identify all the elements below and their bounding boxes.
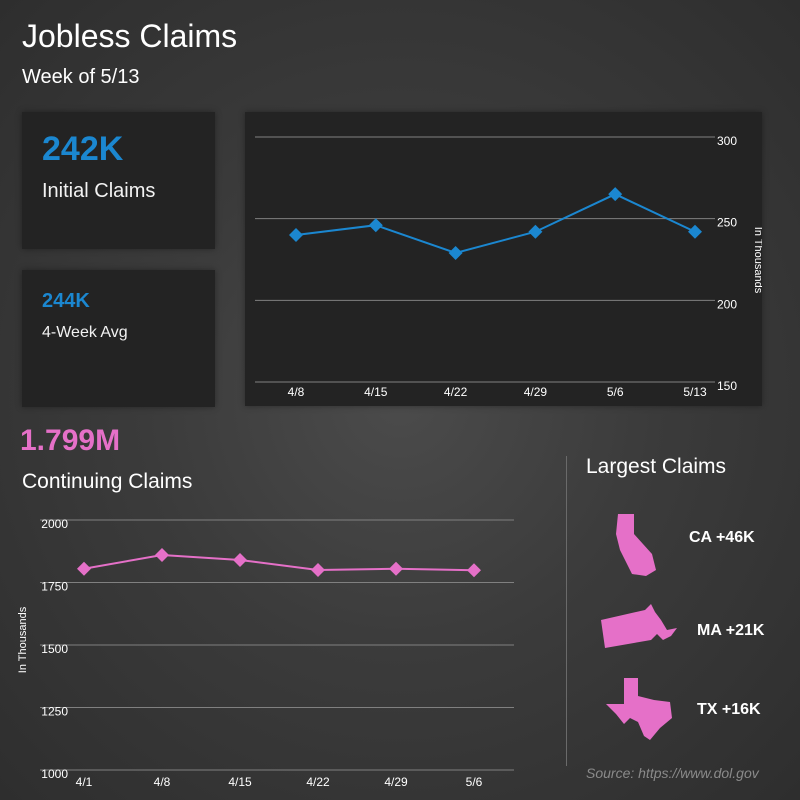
continuing-claims-label: Continuing Claims	[22, 470, 193, 493]
x-tick-label: 4/15	[364, 385, 388, 399]
source-text: Source: https://www.dol.gov	[586, 765, 759, 781]
data-point	[311, 563, 325, 577]
x-tick-label: 4/22	[306, 775, 330, 789]
x-tick-label: 5/6	[607, 385, 624, 399]
initial-claims-value: 242K	[42, 130, 124, 168]
y-tick-label: 300	[717, 134, 737, 148]
x-tick-label: 4/29	[384, 775, 408, 789]
state-label-tx: TX +16K	[697, 701, 761, 718]
data-point	[233, 553, 247, 567]
y-tick-label: 200	[717, 297, 737, 311]
y-tick-label: 1000	[41, 767, 68, 781]
y-tick-label: 2000	[41, 517, 68, 531]
y-tick-label: 1500	[41, 642, 68, 656]
four-week-avg-value: 244K	[42, 290, 90, 312]
state-label-ca: CA +46K	[689, 529, 755, 546]
data-point	[155, 548, 169, 562]
x-tick-label: 4/8	[288, 385, 305, 399]
data-point	[528, 224, 543, 239]
data-point	[289, 228, 303, 242]
massachusetts-icon	[601, 604, 677, 648]
series-line	[83, 553, 475, 572]
page-title: Jobless Claims	[22, 18, 238, 54]
initial-claims-chart: 150 200 250 300 4/8 4/15 4/22 4/29 5/6 5/13 In Tho…	[255, 134, 762, 399]
x-tick-label: 5/6	[466, 775, 483, 789]
y-axis-label: In Thousands	[752, 227, 762, 294]
y-tick-label: 250	[717, 216, 737, 230]
four-week-avg-card: 244K 4-Week Avg	[22, 270, 215, 407]
y-tick-label: 1750	[41, 580, 68, 594]
data-point	[77, 561, 91, 576]
initial-claims-card: 242K Initial Claims	[22, 112, 215, 249]
x-tick-label: 4/15	[228, 775, 252, 789]
data-point	[688, 224, 702, 239]
y-tick-label: 150	[717, 379, 737, 393]
series-line	[295, 193, 696, 255]
page-subtitle: Week of 5/13	[22, 66, 140, 88]
initial-claims-label: Initial Claims	[42, 180, 156, 202]
x-tick-label: 4/1	[76, 775, 93, 789]
texas-icon	[606, 678, 672, 740]
initial-claims-chart-card: 150 200 250 300 4/8 4/15 4/22 4/29 5/6 5/13 In Tho…	[245, 112, 762, 406]
x-tick-label: 4/8	[154, 775, 171, 789]
continuing-claims-value: 1.799M	[20, 424, 121, 457]
data-point	[608, 187, 623, 202]
x-tick-label: 4/29	[524, 385, 548, 399]
y-tick-label: 1250	[41, 705, 68, 719]
x-tick-label: 5/13	[683, 385, 707, 399]
four-week-avg-label: 4-Week Avg	[42, 324, 128, 341]
section-divider	[566, 456, 567, 766]
data-point	[467, 563, 481, 578]
largest-claims-title: Largest Claims	[586, 455, 727, 478]
data-point	[448, 245, 463, 260]
x-tick-label: 4/22	[444, 385, 468, 399]
state-label-ma: MA +21K	[697, 622, 765, 639]
data-point	[368, 218, 383, 233]
y-axis-label: In Thousands	[17, 606, 29, 673]
data-point	[389, 561, 403, 576]
california-icon	[616, 514, 656, 576]
continuing-claims-chart: 1000 1250 1500 1750 2000 4/1 4/8 4/15 4/22 4/29 5/…	[17, 517, 514, 789]
